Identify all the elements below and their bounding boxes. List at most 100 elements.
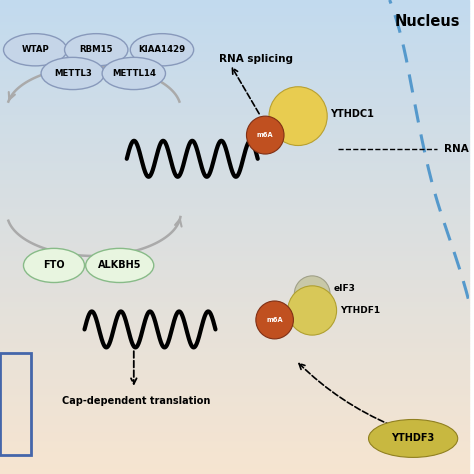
Bar — [0, 374, 469, 376]
Bar — [0, 77, 469, 79]
Circle shape — [269, 87, 327, 146]
Bar — [0, 131, 469, 133]
Bar — [0, 384, 469, 385]
Bar — [0, 172, 469, 174]
Bar — [0, 322, 469, 324]
Bar — [0, 435, 469, 436]
Bar — [0, 273, 469, 275]
Bar — [0, 446, 469, 447]
Bar — [0, 103, 469, 104]
Bar — [0, 79, 469, 81]
Bar — [0, 117, 469, 118]
Bar — [0, 38, 469, 39]
Bar — [0, 183, 469, 185]
Bar — [0, 85, 469, 87]
Bar — [0, 62, 469, 63]
Bar — [0, 152, 469, 153]
Bar — [0, 341, 469, 343]
Bar — [0, 465, 469, 466]
Bar — [0, 346, 469, 347]
Bar — [0, 169, 469, 171]
Bar — [0, 127, 469, 128]
Bar — [0, 240, 469, 242]
Bar — [0, 311, 469, 313]
Bar — [0, 66, 469, 68]
Bar — [0, 164, 469, 166]
Bar — [0, 148, 469, 150]
Bar — [0, 305, 469, 307]
Bar — [0, 442, 469, 444]
Bar — [0, 416, 469, 417]
Bar — [0, 326, 469, 327]
Bar — [0, 156, 469, 158]
Bar — [0, 70, 469, 71]
Bar — [0, 245, 469, 246]
Bar — [0, 174, 469, 175]
Bar — [0, 166, 469, 167]
Bar — [0, 110, 469, 112]
Bar — [0, 104, 469, 106]
Bar — [0, 137, 469, 139]
Bar — [0, 134, 469, 136]
Bar — [0, 436, 469, 438]
Bar — [0, 89, 469, 90]
Bar — [0, 414, 469, 416]
Bar — [0, 310, 469, 311]
Bar — [0, 43, 469, 44]
Bar — [0, 330, 469, 332]
Bar — [0, 280, 469, 281]
Bar — [0, 423, 469, 425]
Bar — [0, 95, 469, 96]
Bar — [0, 202, 469, 204]
Bar — [0, 270, 469, 272]
Bar — [0, 153, 469, 155]
Bar — [0, 193, 469, 194]
Bar — [0, 144, 469, 146]
Ellipse shape — [102, 57, 165, 90]
Bar — [0, 146, 469, 147]
Bar — [0, 226, 469, 228]
Bar — [0, 163, 469, 164]
Bar — [0, 63, 469, 65]
Bar — [0, 114, 469, 115]
Bar — [0, 90, 469, 91]
Ellipse shape — [86, 248, 154, 283]
Text: YTHDF1: YTHDF1 — [340, 306, 381, 315]
Bar — [0, 419, 469, 420]
Bar — [0, 1, 469, 3]
Bar — [0, 49, 469, 51]
Bar — [0, 246, 469, 248]
Text: METTL14: METTL14 — [112, 69, 156, 78]
Bar — [0, 219, 469, 221]
Bar — [0, 259, 469, 261]
Bar — [0, 463, 469, 465]
Bar — [0, 30, 469, 32]
Ellipse shape — [64, 34, 128, 66]
Bar — [0, 321, 469, 322]
Bar — [0, 115, 469, 117]
Bar — [0, 20, 469, 22]
Bar — [0, 33, 469, 35]
Bar — [0, 122, 469, 123]
Bar — [0, 212, 469, 213]
Bar — [0, 431, 469, 433]
Bar — [0, 444, 469, 446]
Bar — [0, 318, 469, 319]
Bar — [0, 18, 469, 19]
Bar — [0, 469, 469, 471]
Bar — [0, 371, 469, 373]
Bar — [0, 373, 469, 374]
Bar — [0, 324, 469, 326]
Bar — [0, 52, 469, 54]
Bar — [0, 454, 469, 455]
Bar — [0, 120, 469, 122]
Bar — [0, 283, 469, 284]
Bar — [0, 209, 469, 210]
Bar — [0, 433, 469, 435]
Bar — [0, 427, 469, 428]
Bar — [0, 385, 469, 387]
Bar — [0, 217, 469, 218]
Bar — [0, 395, 469, 397]
Ellipse shape — [130, 34, 194, 66]
Bar — [0, 299, 469, 300]
